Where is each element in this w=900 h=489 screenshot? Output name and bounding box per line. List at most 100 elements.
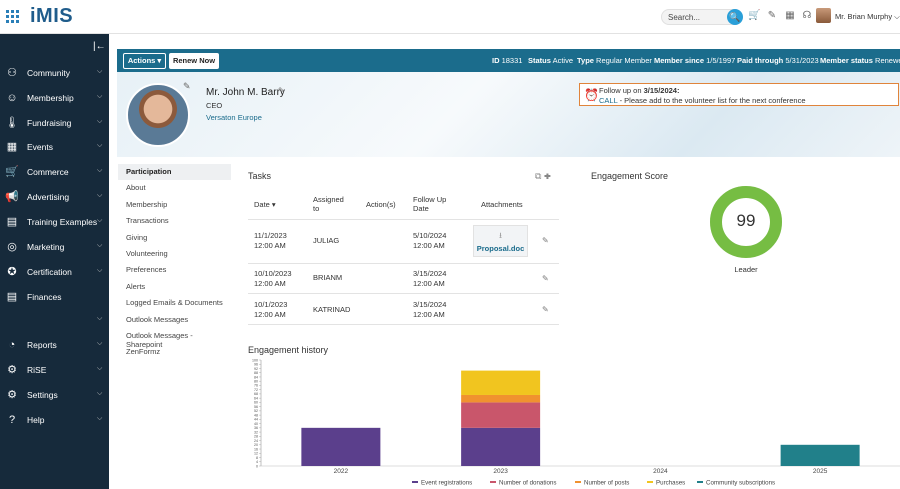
sidebar-item-more[interactable]: ⌵ <box>0 311 109 329</box>
y-tick-label: 80 <box>254 380 258 384</box>
add-task-icon[interactable]: ✚ <box>543 171 551 181</box>
profile-nav-item[interactable]: Preferences <box>126 265 167 275</box>
chevron-down-icon[interactable]: ⌵ <box>97 340 103 347</box>
chevron-down-icon[interactable]: ⌵ <box>97 167 103 174</box>
people-icon: ⚇ <box>7 67 17 79</box>
chevron-down-icon[interactable]: ⌵ <box>97 242 103 249</box>
edit-task-icon[interactable]: ✎ <box>542 236 549 245</box>
megaphone-icon: 📢 <box>5 191 19 203</box>
sidebar-item-label: Commerce <box>27 167 69 177</box>
sidebar-item-certification[interactable]: ✪ Certification ⌵ <box>0 263 109 281</box>
meta-member-since: Member since 1/5/1997 <box>654 56 736 65</box>
contact-organization-link[interactable]: Versaton Europe <box>206 113 262 122</box>
y-tick-label: 76 <box>254 384 258 388</box>
sidebar-item-fundraising[interactable]: 🌡 Fundraising ⌵ <box>0 114 109 132</box>
row2-date: 10/10/2023 12:00 AM <box>254 269 292 288</box>
profile-nav-item[interactable]: Membership <box>126 199 168 209</box>
y-tick-label: 60 <box>254 401 258 405</box>
y-tick-label: 28 <box>254 435 258 439</box>
sidebar: |← <box>0 34 109 489</box>
meta-status: Status Active <box>528 56 574 65</box>
chevron-down-icon[interactable]: ⌵ <box>97 267 103 274</box>
collapse-sidebar-icon[interactable]: |← <box>93 41 106 52</box>
contact-title: CEO <box>206 101 223 110</box>
sidebar-item-label: Reports <box>27 340 57 350</box>
renew-now-button[interactable]: Renew Now <box>169 53 219 69</box>
calendar-icon[interactable]: ▦ <box>785 10 795 21</box>
search-icon[interactable]: 🔍 <box>727 9 743 25</box>
profile-nav-item[interactable]: Outlook Messages - Sharepoint <box>126 331 193 349</box>
profile-nav-item[interactable]: Volunteering <box>126 249 168 258</box>
chevron-down-icon[interactable]: ⌵ <box>97 415 103 422</box>
chevron-down-icon[interactable]: ⌵ <box>97 217 103 224</box>
profile-nav-item[interactable]: ZenFormz <box>126 347 161 357</box>
y-tick-label: 84 <box>254 375 258 379</box>
top-bar: iMIS Search... 🔍 🛒 ✎ ▦ ☊ Mr. Brian Murph… <box>0 0 900 34</box>
sidebar-item-training-examples[interactable]: ▤ Training Examples ⌵ <box>0 213 109 231</box>
edit-task-icon[interactable]: ✎ <box>542 305 549 314</box>
y-tick-label: 20 <box>254 443 258 447</box>
sidebar-item-events[interactable]: ▦ Events ⌵ <box>0 138 109 156</box>
th-date[interactable]: Date ▾ <box>254 200 276 209</box>
chevron-down-icon[interactable]: ⌵ <box>97 68 103 75</box>
sidebar-item-rise[interactable]: ⚙ RiSE ⌵ <box>0 361 109 379</box>
chevron-down-icon[interactable]: ⌵ <box>97 390 103 397</box>
profile-nav-item[interactable]: About <box>126 183 146 193</box>
follow-up-note: CALL - Please add to the volunteer list … <box>599 96 806 105</box>
follow-up-call-link[interactable]: CALL <box>599 96 618 105</box>
profile-nav-item[interactable]: Logged Emails & Documents <box>126 298 223 308</box>
headset-icon[interactable]: ☊ <box>802 10 812 21</box>
chevron-down-icon[interactable]: ⌵ <box>97 192 103 199</box>
sidebar-item-settings[interactable]: ⚙ Settings ⌵ <box>0 386 109 404</box>
sidebar-item-community[interactable]: ⚇ Community ⌵ <box>0 64 109 82</box>
th-followup: Follow Up Date <box>413 195 447 213</box>
row1-date: 11/1/2023 12:00 AM <box>254 231 287 250</box>
legend-label: Community subscriptions <box>706 479 775 486</box>
sidebar-item-help[interactable]: ? Help ⌵ <box>0 411 109 429</box>
sidebar-item-advertising[interactable]: 📢 Advertising ⌵ <box>0 188 109 206</box>
sidebar-item-membership[interactable]: ☺ Membership ⌵ <box>0 89 109 107</box>
edit-name-icon[interactable]: ✎ <box>278 86 285 95</box>
row2-assigned: BRIANM <box>313 273 343 282</box>
user-avatar[interactable] <box>816 8 831 23</box>
profile-nav-item[interactable]: Transactions <box>126 216 169 226</box>
legend-label: Event registrations <box>421 479 472 486</box>
attachment-proposal[interactable]: ⭳ Proposal.doc <box>473 225 528 257</box>
edit-task-icon[interactable]: ✎ <box>542 274 549 283</box>
actions-button[interactable]: Actions ▾ <box>123 53 166 69</box>
sidebar-item-reports[interactable]: ◔ Reports ⌵ <box>0 336 109 354</box>
ledger-icon: ▤ <box>6 291 18 303</box>
sidebar-item-finances[interactable]: ▤ Finances <box>0 288 109 306</box>
legend-label: Number of donations <box>499 479 556 486</box>
imis-logo[interactable]: iMIS <box>30 5 74 27</box>
edit-icon[interactable]: ✎ <box>767 10 777 21</box>
user-menu[interactable]: Mr. Brian Murphy ⌵ <box>835 12 900 21</box>
settings-icon: ⚙ <box>7 389 17 401</box>
profile-nav-item[interactable]: Outlook Messages <box>126 314 189 324</box>
sidebar-item-label: Certification <box>27 267 72 277</box>
sidebar-item-commerce[interactable]: 🛒 Commerce ⌵ <box>0 163 109 181</box>
chevron-down-icon[interactable]: ⌵ <box>97 365 103 372</box>
y-tick-label: 56 <box>254 405 258 409</box>
edit-photo-icon[interactable]: ✎ <box>183 81 191 91</box>
meta-type: Type Regular Member <box>577 56 652 65</box>
chevron-down-icon[interactable]: ⌵ <box>97 142 103 149</box>
app-grid-icon[interactable] <box>6 10 19 23</box>
y-tick-label: 40 <box>254 422 258 426</box>
chevron-down-icon[interactable]: ⌵ <box>97 93 103 100</box>
sidebar-item-label: Finances <box>27 292 62 302</box>
x-tick-label: 2025 <box>813 468 828 475</box>
th-actions: Action(s) <box>366 200 396 209</box>
copy-task-icon[interactable]: ⧉ <box>535 171 542 181</box>
row3-followup: 3/15/2024 12:00 AM <box>413 300 447 319</box>
profile-photo <box>126 83 190 147</box>
profile-nav-item[interactable]: Alerts <box>126 281 146 291</box>
chevron-down-icon[interactable]: ⌵ <box>97 118 103 125</box>
bar-2023-event-registrations <box>461 427 541 466</box>
cart-icon[interactable]: 🛒 <box>748 10 761 21</box>
chevron-down-icon[interactable]: ⌵ <box>97 315 103 322</box>
sidebar-item-marketing[interactable]: ◎ Marketing ⌵ <box>0 238 109 256</box>
profile-nav-item[interactable]: Participation <box>118 164 231 180</box>
rise-icon: ⚙ <box>7 364 17 376</box>
profile-nav-item[interactable]: Giving <box>126 232 148 242</box>
